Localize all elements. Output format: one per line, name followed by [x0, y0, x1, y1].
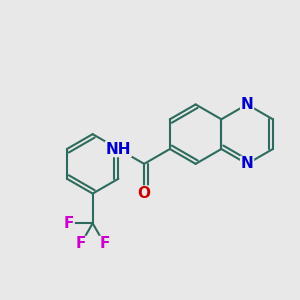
Text: F: F	[76, 236, 86, 251]
Text: O: O	[138, 186, 151, 201]
Text: N: N	[241, 156, 254, 171]
Text: N: N	[241, 97, 254, 112]
Text: NH: NH	[106, 142, 131, 157]
Text: F: F	[99, 236, 110, 251]
Text: F: F	[64, 216, 74, 231]
